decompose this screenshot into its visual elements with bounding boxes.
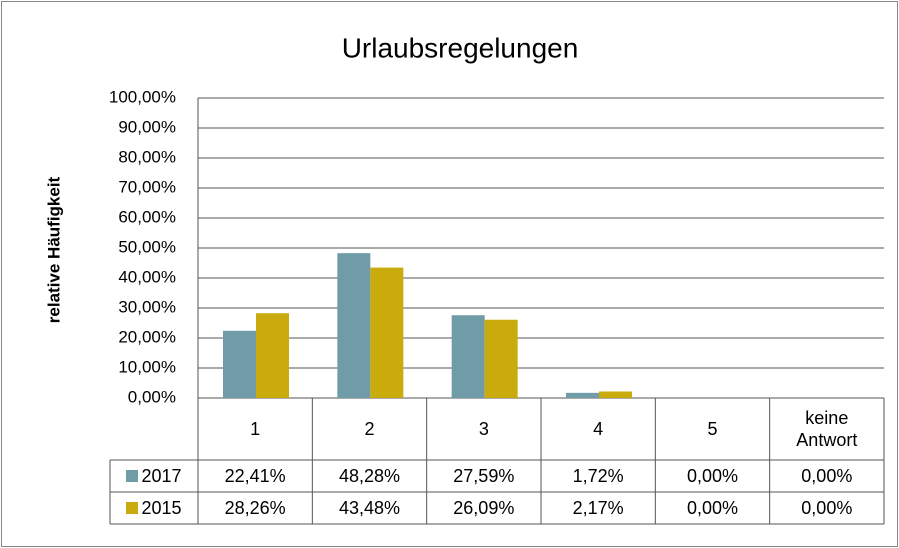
x-tick-label: 2 bbox=[364, 419, 375, 439]
data-table-value: 43,48% bbox=[338, 498, 401, 518]
x-tick-label: 4 bbox=[593, 419, 604, 439]
y-tick-label: 80,00% bbox=[118, 147, 176, 166]
bar bbox=[370, 267, 404, 398]
data-table-value: 28,26% bbox=[224, 498, 286, 518]
data-table-value: 0,00% bbox=[686, 466, 739, 486]
y-tick-label: 30,00% bbox=[118, 297, 176, 316]
data-table-value: 2,17% bbox=[572, 498, 624, 518]
legend-label: 2017 bbox=[141, 466, 182, 486]
chart-title: Urlaubsregelungen bbox=[342, 32, 579, 63]
legend-swatch bbox=[126, 470, 139, 482]
data-table-value: 22,41% bbox=[224, 466, 286, 486]
data-table-value: 1,72% bbox=[572, 466, 624, 486]
y-tick-label: 90,00% bbox=[118, 117, 176, 136]
y-tick-label: 50,00% bbox=[118, 237, 176, 256]
data-table-value: 0,00% bbox=[801, 466, 853, 486]
x-tick-label: 5 bbox=[707, 419, 718, 439]
y-tick-label: 40,00% bbox=[118, 267, 176, 286]
bar bbox=[599, 391, 632, 398]
data-table-value: 27,59% bbox=[453, 466, 515, 486]
legend-label: 2015 bbox=[141, 498, 182, 518]
bar bbox=[256, 313, 289, 398]
y-tick-label: 20,00% bbox=[118, 327, 176, 346]
data-table-value: 0,00% bbox=[801, 498, 853, 518]
legend-entry: 2015 bbox=[110, 492, 198, 524]
bar bbox=[223, 330, 256, 398]
legend-entry: 2017 bbox=[110, 460, 198, 492]
legend-swatch bbox=[126, 502, 139, 514]
bar bbox=[337, 253, 371, 398]
y-axis-label: relative Häufigkeit bbox=[44, 176, 63, 323]
bar bbox=[451, 315, 485, 398]
data-table-value: 0,00% bbox=[686, 498, 739, 518]
y-tick-label: 10,00% bbox=[118, 357, 176, 376]
bar bbox=[484, 319, 518, 398]
data-table-value: 48,28% bbox=[338, 466, 401, 486]
x-tick-label: 3 bbox=[478, 419, 489, 439]
x-tick-label: 1 bbox=[250, 419, 261, 439]
bar bbox=[566, 392, 599, 398]
x-tick-label: keine Antwort bbox=[796, 408, 858, 450]
y-tick-label: 100,00% bbox=[109, 87, 176, 106]
data-table-value: 26,09% bbox=[453, 498, 515, 518]
y-tick-label: 60,00% bbox=[118, 207, 176, 226]
y-tick-label: 0,00% bbox=[128, 387, 176, 406]
y-tick-label: 70,00% bbox=[118, 177, 176, 196]
